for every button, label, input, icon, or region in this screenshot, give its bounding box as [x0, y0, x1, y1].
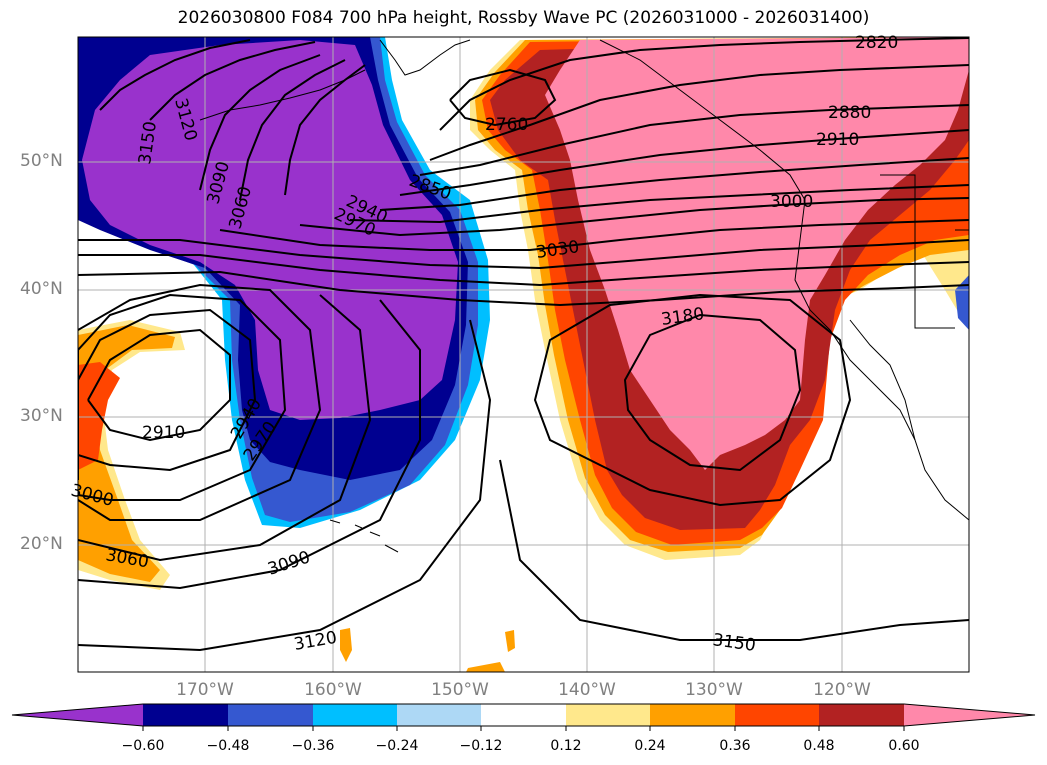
- map-frame: [77, 36, 970, 673]
- colorbar-outline: [11, 703, 1036, 727]
- colorbar-tick-label: −0.48: [206, 738, 250, 754]
- small-positive-patch-2: [505, 630, 515, 652]
- colorbar-segment-2: [228, 704, 313, 726]
- lon-label-170w: 170°W: [176, 680, 234, 700]
- north-america-coast: [599, 39, 969, 521]
- contour-label: 2910: [816, 130, 859, 150]
- contour-3000-low: [78, 283, 322, 521]
- lat-label-20n: 20°N: [20, 534, 63, 554]
- contour-3150-south: [499, 459, 969, 641]
- hawaii-islands: [329, 519, 399, 553]
- contour-2970-low: [78, 293, 287, 501]
- lat-label-30n: 30°N: [20, 406, 63, 426]
- contour-3060-low: [78, 294, 372, 562]
- negative-anomaly-shading: [78, 37, 490, 528]
- contour-2760: [449, 68, 557, 127]
- contour-3060-west: [239, 59, 346, 201]
- contour-3090-low: [78, 299, 421, 590]
- contour-2940-low: [78, 308, 257, 472]
- contour-3000-north: [299, 197, 969, 237]
- contour-3120-low: [78, 319, 492, 652]
- colorbar-tick-label: 0.36: [719, 738, 751, 754]
- colorbar-tick-label: 0.48: [803, 738, 835, 754]
- border-lines: [880, 174, 969, 329]
- colorbar-segment-4: [397, 704, 481, 726]
- contour-2880: [419, 104, 969, 176]
- contour-2970-north: [349, 184, 969, 224]
- colorbar-segment-1: [143, 704, 228, 726]
- colorbar-segment-10: [904, 704, 1035, 726]
- colorbar-segment-9: [819, 704, 904, 726]
- lat-label-50n: 50°N: [20, 151, 63, 171]
- alaska-coast: [379, 39, 471, 76]
- small-positive-patch-3: [466, 662, 505, 672]
- contour-3120-north: [78, 270, 969, 307]
- contour-3060-north: [78, 239, 969, 270]
- contour-2940-north: [379, 157, 969, 211]
- colorbar-tick-label: −0.24: [375, 738, 419, 754]
- contour-label: 2910: [142, 423, 185, 443]
- colorbar-segment-8: [735, 704, 819, 726]
- contour-2910-low: [87, 328, 231, 442]
- colorbar-segment-3: [313, 704, 397, 726]
- contour-3090-west: [199, 54, 321, 191]
- lon-label-160w: 160°W: [304, 680, 362, 700]
- colorbar-tick-label: 0.60: [888, 738, 920, 754]
- lat-label-40n: 40°N: [20, 279, 63, 299]
- contour-label: 2820: [855, 33, 898, 53]
- colorbar-tick-label: −0.60: [121, 738, 165, 754]
- contour-label: 2880: [828, 103, 871, 123]
- contour-3180-high: [623, 313, 802, 472]
- height-contours: [78, 37, 969, 652]
- colorbar-tick-marks: [142, 726, 905, 731]
- contour-2820: [439, 37, 969, 131]
- contour-3090-north: [78, 254, 969, 287]
- baja-california: [849, 319, 916, 441]
- contour-label: 2760: [485, 115, 528, 135]
- pos-core-area: [545, 37, 969, 470]
- colorbar-segment-7: [650, 704, 735, 726]
- small-negative-patch-east: [955, 275, 969, 330]
- sw-mid-area: [78, 325, 175, 582]
- graticule: [78, 37, 969, 672]
- map-panel: 2820 2880 2910 3000 2760 2850 2940 2970 …: [69, 33, 970, 673]
- colorbar-segment-6: [566, 704, 650, 726]
- lon-label-130w: 130°W: [685, 680, 743, 700]
- contour-label: 3000: [770, 192, 813, 212]
- map-title: 2026030800 F084 700 hPa height, Rossby W…: [177, 8, 870, 28]
- small-positive-patch-1: [340, 628, 352, 662]
- colorbar-tick-label: −0.36: [291, 738, 335, 754]
- contour-2850: [429, 64, 969, 161]
- contour-3150-high: [533, 293, 852, 507]
- colorbar-segment-5: [481, 704, 566, 726]
- lon-label-120w: 120°W: [813, 680, 871, 700]
- contour-3150-west: [99, 39, 251, 111]
- colorbar-tick-label: −0.12: [459, 738, 503, 754]
- contour-3030-north: [219, 219, 969, 251]
- colorbar-segment-0: [12, 704, 143, 726]
- contour-2910-north: [399, 129, 969, 196]
- lon-label-140w: 140°W: [558, 680, 616, 700]
- contour-3120-west: [149, 41, 316, 121]
- neg-core-area: [82, 40, 458, 420]
- colorbar-tick-label: 0.12: [550, 738, 582, 754]
- contour-3030-west: [284, 64, 366, 196]
- lon-label-150w: 150°W: [431, 680, 489, 700]
- colorbar-tick-label: 0.24: [634, 738, 666, 754]
